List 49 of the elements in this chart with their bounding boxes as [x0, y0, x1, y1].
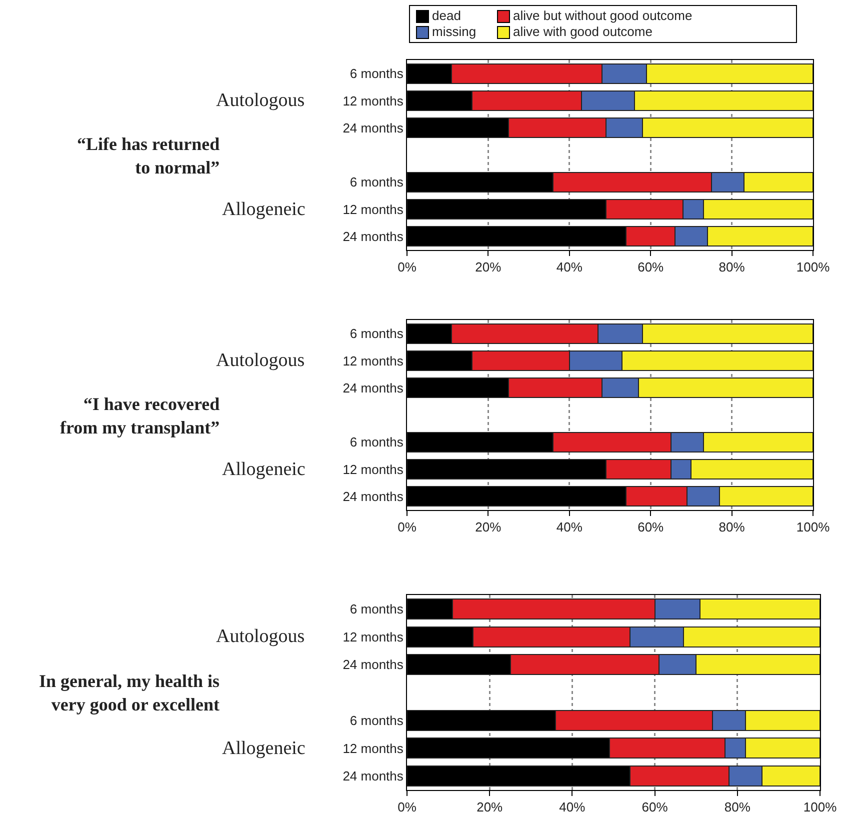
y-axis-title: “I have recovered from my transplant” [60, 394, 220, 438]
y-tick-label: 12 months [342, 353, 404, 368]
text: Autologous [216, 90, 305, 111]
x-tick-label: 40% [556, 260, 583, 275]
text: Allogeneic [222, 199, 306, 220]
x-tick-label: 100% [796, 260, 830, 275]
x-tick-label: 100% [803, 800, 838, 815]
x-tick-label: 0% [398, 520, 417, 535]
x-tick-label: 20% [475, 520, 502, 535]
y-tick-label: 12 months [342, 462, 404, 477]
x-tick-label: 60% [638, 520, 664, 535]
y-tick-label: 6 months [350, 174, 404, 190]
y-tick-label: 24 months [342, 380, 404, 396]
text: Allogeneic [222, 738, 306, 759]
x-tick-label: 40% [556, 520, 583, 535]
y-tick-label: 6 months [350, 66, 404, 82]
y-tick-label: 24 months [342, 228, 404, 244]
legend-label: dead [432, 8, 461, 24]
legend-label: alive with good outcome [513, 24, 652, 40]
y-tick-label: 12 months [342, 740, 404, 756]
legend-label: alive but without good outcome [513, 8, 692, 24]
x-tick-label: 0% [398, 260, 417, 275]
y-tick-label: 24 months [342, 488, 404, 504]
y-axis-title: “Life has returned to normal” [77, 134, 220, 178]
x-tick-label: 20% [476, 800, 504, 815]
y-tick-label: 6 months [350, 434, 404, 450]
y-tick-label: 6 months [350, 326, 404, 342]
text: Allogeneic [222, 459, 306, 480]
y-tick-label: 24 months [342, 768, 404, 784]
x-tick-label: 40% [559, 800, 586, 815]
x-tick-label: 0% [398, 800, 417, 815]
x-tick-label: 80% [718, 520, 746, 535]
y-tick-label: 6 months [350, 601, 404, 616]
y-tick-label: 12 months [342, 93, 404, 108]
y-tick-label: 12 months [342, 202, 404, 217]
x-tick-label: 100% [796, 520, 830, 535]
y-tick-label: 12 months [342, 629, 404, 644]
y-axis-title: In general, my health is very good or excellent [39, 671, 220, 714]
x-tick-label: 80% [724, 800, 751, 815]
x-tick-label: 60% [638, 260, 664, 275]
legend-label: missing [432, 24, 476, 40]
x-tick-label: 20% [475, 260, 502, 275]
x-tick-label: 80% [718, 260, 746, 275]
x-tick-label: 60% [642, 800, 668, 815]
y-tick-label: 24 months [342, 120, 404, 136]
text: Autologous [216, 350, 305, 371]
y-tick-label: 6 months [350, 712, 404, 728]
y-tick-label: 24 months [342, 657, 404, 672]
text: Autologous [216, 626, 305, 647]
